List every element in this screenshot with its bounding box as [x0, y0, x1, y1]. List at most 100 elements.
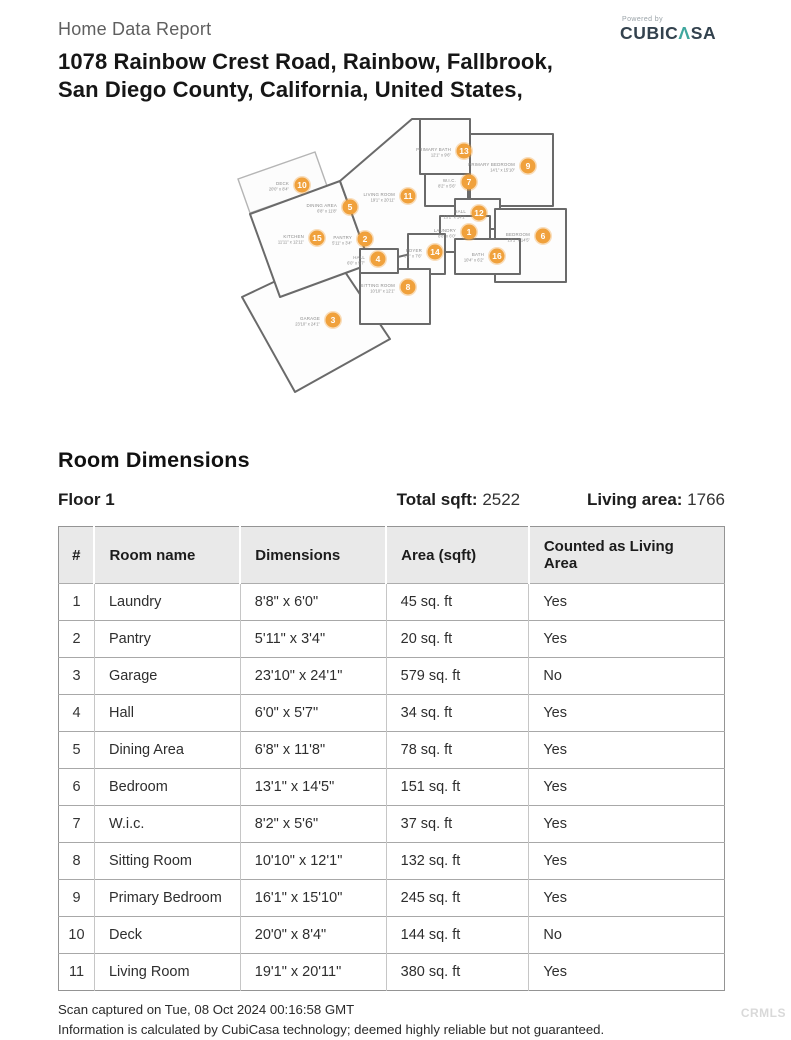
floorplan: LAUNDRY 8'8" x 6'0" 1 PANTRY 5'11" x 3'4" 2 GA… — [58, 109, 725, 442]
room-marker — [520, 158, 536, 174]
living-area: Living area: 1766 — [587, 490, 725, 510]
room-label-name: W.I.C. — [443, 178, 456, 183]
plan-bath — [454, 238, 521, 276]
room-marker — [471, 205, 487, 221]
room-marker — [461, 224, 477, 240]
table-cell: 37 sq. ft — [385, 805, 529, 843]
room-marker-number: 10 — [297, 180, 307, 190]
table-cell: 6'0" x 5'7" — [239, 694, 387, 732]
table-cell: Yes — [528, 731, 725, 769]
room-label-dims: 14'1" x 15'10" — [490, 168, 515, 173]
table-cell: 1 — [58, 583, 95, 621]
room-marker — [342, 199, 358, 215]
table-cell: Yes — [528, 842, 725, 880]
room-marker-number: 13 — [459, 146, 469, 156]
room-marker — [456, 143, 472, 159]
table-cell: W.i.c. — [93, 805, 241, 843]
room-marker-number: 1 — [467, 227, 472, 237]
total-sqft: Total sqft: 2522 — [397, 490, 520, 510]
table-cell: 380 sq. ft — [385, 953, 529, 991]
table-cell: 5 — [58, 731, 95, 769]
brand-part1: CUBIC — [620, 23, 679, 43]
room-label-dims: 8'2" x 5'6" — [438, 184, 456, 189]
room-marker-number: 5 — [348, 202, 353, 212]
table-cell: Yes — [528, 694, 725, 732]
col-number: # — [58, 526, 95, 585]
room-marker-number: 15 — [312, 233, 322, 243]
total-sqft-label: Total sqft: — [396, 490, 478, 510]
table-cell: Yes — [528, 879, 725, 917]
table-cell: 23'10" x 24'1" — [239, 657, 387, 695]
room-label-dims: 13'1" x 14'5" — [508, 238, 531, 243]
table-row: 4 Hall 6'0" x 5'7" 34 sq. ft Yes — [58, 694, 725, 732]
room-label-dims: 6'2" x 7'6" — [404, 254, 422, 259]
disclaimer: Information is calculated by CubiCasa te… — [58, 1022, 605, 1038]
table-cell: Laundry — [93, 583, 241, 621]
table-cell: Hall — [93, 694, 241, 732]
table-header-row: # Room name Dimensions Area (sqft) Count… — [58, 526, 725, 585]
room-marker — [325, 312, 341, 328]
room-marker-number: 6 — [541, 231, 546, 241]
table-cell: No — [528, 657, 725, 695]
table-row: 8 Sitting Room 10'10" x 12'1" 132 sq. ft Yes — [58, 842, 725, 880]
table-cell: 20 sq. ft — [385, 620, 529, 658]
table-row: 3 Garage 23'10" x 24'1" 579 sq. ft No — [58, 657, 725, 695]
table-row: 9 Primary Bedroom 16'1" x 15'10" 245 sq. ft… — [58, 879, 725, 917]
room-marker-number: 9 — [526, 161, 531, 171]
table-cell: 3 — [58, 657, 95, 695]
room-label-dims: 12'1" x 9'6" — [431, 153, 452, 158]
room-label-name: KITCHEN — [283, 234, 304, 239]
room-label-name: DECK — [276, 181, 289, 186]
powered-by-label: Powered by — [622, 16, 663, 23]
cubicasa-wordmark: CUBICΛSA — [620, 23, 716, 43]
table-cell: Yes — [528, 805, 725, 843]
table-cell: 4 — [58, 694, 95, 732]
room-label-name: PRIMARY BEDROOM — [468, 162, 515, 167]
table-cell: 7 — [58, 805, 95, 843]
table-row: 1 Laundry 8'8" x 6'0" 45 sq. ft Yes — [58, 583, 725, 621]
room-marker — [535, 228, 551, 244]
table-cell: Yes — [528, 583, 725, 621]
table-cell: Primary Bedroom — [93, 879, 241, 917]
brand-part2: SA — [690, 23, 717, 43]
table-row: 7 W.i.c. 8'2" x 5'6" 37 sq. ft Yes — [58, 805, 725, 843]
table-cell: 8'8" x 6'0" — [239, 583, 387, 621]
room-label-name: HALL — [353, 255, 365, 260]
floor-label: Floor 1 — [58, 490, 115, 510]
table-cell: 132 sq. ft — [385, 842, 529, 880]
crmls-watermark: CRMLS — [740, 1006, 786, 1020]
table-row: 10 Deck 20'0" x 8'4" 144 sq. ft No — [58, 916, 725, 954]
table-cell: Pantry — [93, 620, 241, 658]
floor-summary-row: Floor 1 Total sqft: 2522 Living area: 17… — [58, 490, 725, 510]
table-cell: No — [528, 916, 725, 954]
col-room-name: Room name — [93, 526, 241, 585]
table-cell: Yes — [528, 768, 725, 806]
room-label-dims: 13'2" x 14'1" — [444, 215, 467, 220]
room-label-name: LIVING ROOM — [364, 192, 396, 197]
room-label-name: LAUNDRY — [434, 228, 456, 233]
room-marker-number: 2 — [363, 234, 368, 244]
living-area-value: 1766 — [687, 490, 725, 510]
table-cell: 245 sq. ft — [385, 879, 529, 917]
table-row: 5 Dining Area 6'8" x 11'8" 78 sq. ft Yes — [58, 731, 725, 769]
col-counted: Counted as Living Area — [527, 526, 725, 585]
cubicasa-logo: Powered by CUBICΛSA — [620, 16, 720, 43]
footer: Scan captured on Tue, 08 Oct 2024 00:16:… — [58, 1000, 725, 1040]
room-marker-number: 14 — [430, 247, 440, 257]
table-cell: Dining Area — [93, 731, 241, 769]
room-marker — [309, 230, 325, 246]
room-label-dims: 8'8" x 6'0" — [438, 234, 456, 239]
